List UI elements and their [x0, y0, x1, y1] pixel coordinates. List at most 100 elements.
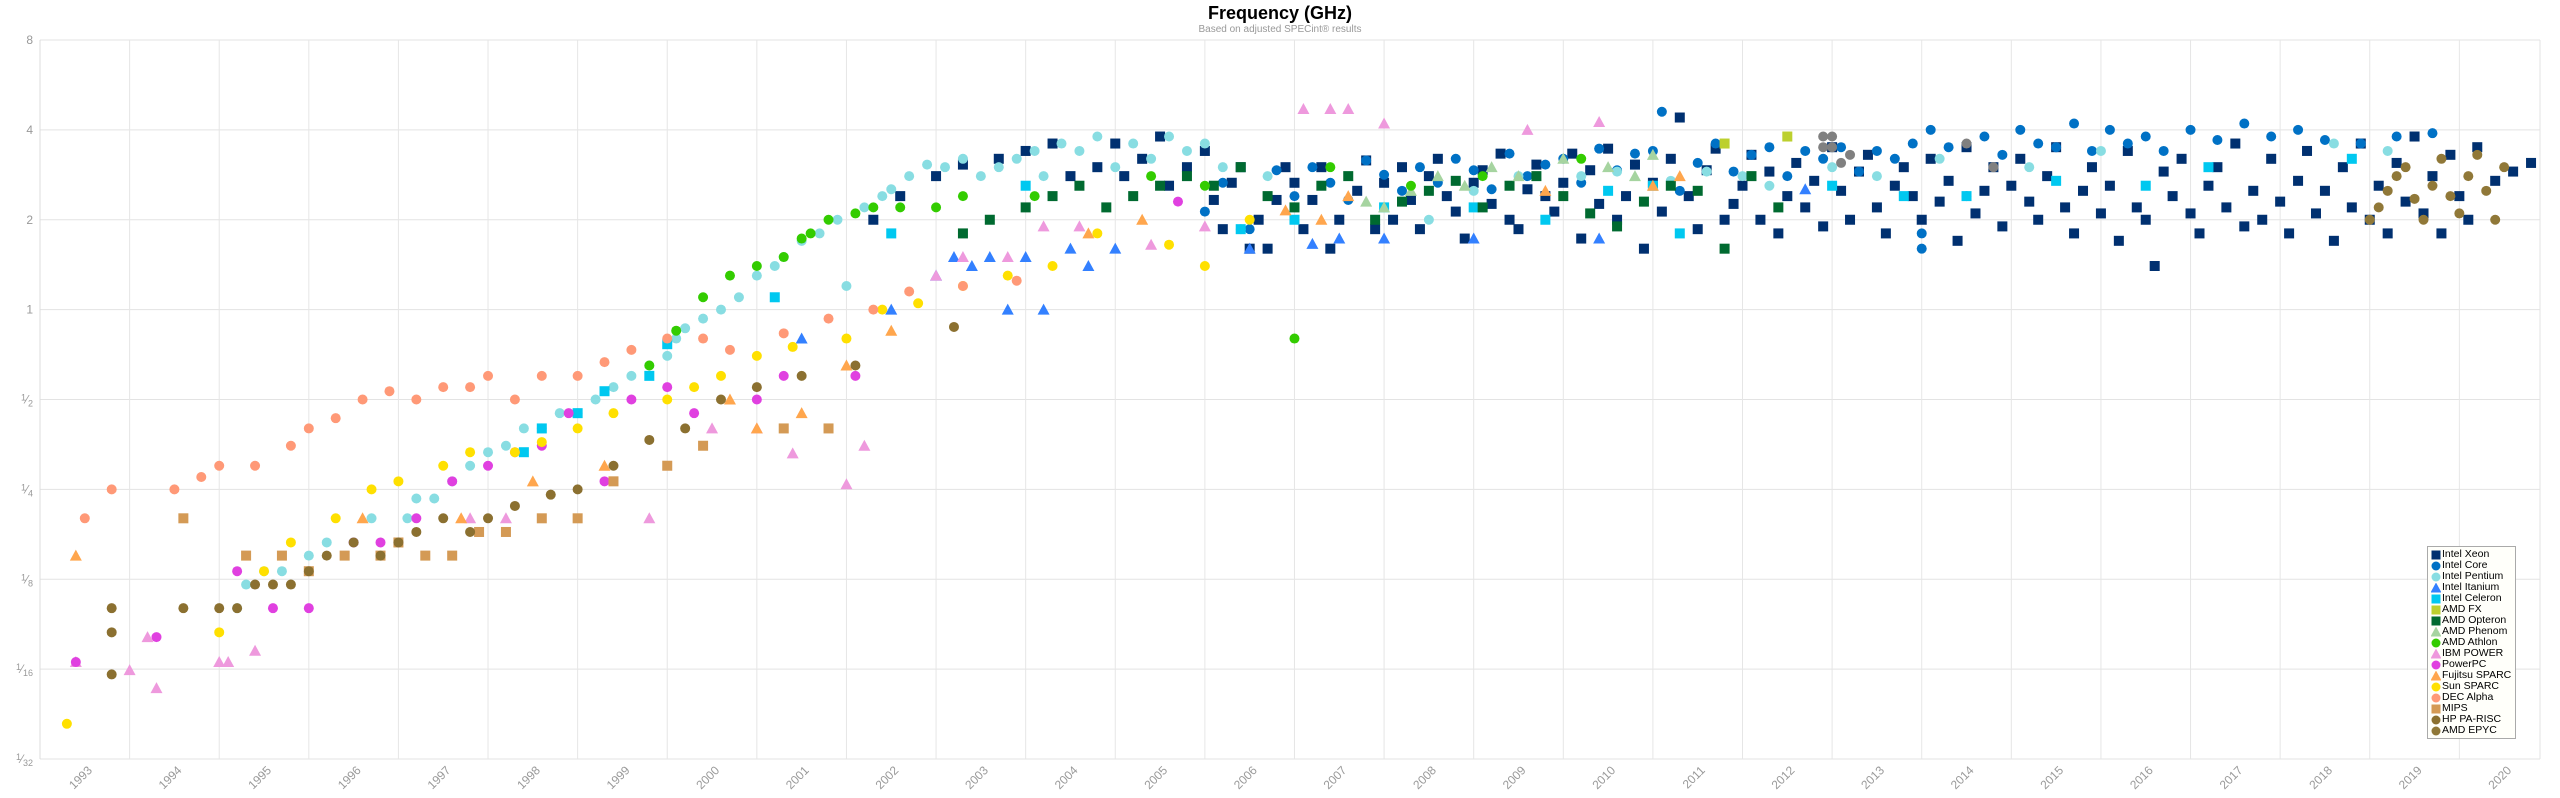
y-tick-numerator: 1 [21, 393, 26, 403]
data-point [1459, 233, 1470, 244]
data-point [1208, 180, 1219, 191]
data-point [662, 339, 673, 350]
data-point [733, 292, 744, 303]
data-point [796, 370, 807, 381]
data-point [1477, 171, 1488, 182]
data-point [1262, 243, 1273, 254]
data-point [608, 382, 619, 393]
x-tick-label: 2015 [2037, 763, 2066, 792]
legend-item: IBM POWER [2431, 648, 2515, 659]
data-point [1504, 148, 1515, 159]
x-tick-label: 2001 [783, 763, 812, 792]
data-point [1818, 131, 1829, 142]
x-tick-label: 2019 [2396, 763, 2425, 792]
data-point [1343, 171, 1354, 182]
data-point [680, 423, 691, 434]
data-point [1306, 237, 1319, 249]
legend-swatch [2431, 693, 2441, 702]
data-point [241, 550, 252, 561]
legend-swatch [2431, 626, 2441, 636]
data-point [1450, 175, 1461, 186]
data-point [1181, 145, 1192, 156]
data-point [947, 251, 960, 263]
data-point [2176, 153, 2187, 164]
data-point [1244, 214, 1255, 225]
legend-label: DEC Alpha [2442, 691, 2494, 703]
data-point [276, 550, 287, 561]
data-point [1011, 275, 1022, 286]
legend-label: Fujitsu SPARC [2442, 669, 2512, 681]
data-point [1001, 251, 1014, 263]
data-point [805, 228, 816, 239]
data-point [1916, 243, 1927, 254]
data-point [1540, 191, 1551, 202]
legend-label: MIPS [2442, 702, 2468, 714]
data-point [438, 513, 449, 524]
data-point [483, 447, 494, 458]
legend-triangle-icon [2431, 670, 2441, 680]
data-point [141, 631, 154, 643]
data-point [474, 526, 485, 537]
data-point [796, 233, 807, 244]
data-point [241, 579, 252, 590]
legend-triangle-icon [2431, 626, 2441, 636]
data-point [285, 537, 296, 548]
legend-circle-icon [2431, 561, 2441, 570]
data-point [1325, 243, 1336, 254]
data-point [2122, 138, 2133, 149]
data-point [1074, 180, 1085, 191]
data-point [1576, 233, 1587, 244]
data-point [1316, 180, 1327, 191]
data-point [975, 171, 986, 182]
legend-label: Intel Celeron [2442, 592, 2502, 604]
data-point [1674, 185, 1685, 196]
data-point [330, 413, 341, 424]
data-point [1065, 171, 1076, 182]
data-point [2418, 214, 2429, 225]
data-point [2149, 260, 2160, 271]
data-point [2051, 142, 2062, 153]
data-point [850, 208, 861, 219]
data-point [2158, 145, 2169, 156]
data-point [904, 286, 915, 297]
data-point [1137, 153, 1148, 164]
data-point [526, 475, 539, 487]
data-point [948, 321, 959, 332]
x-tick-label: 2020 [2485, 763, 2514, 792]
legend-item: MIPS [2431, 703, 2515, 714]
legend: Intel Xeon Intel Core Intel Pentium Intel I… [2427, 546, 2516, 739]
data-point [438, 460, 449, 471]
data-point [1271, 165, 1282, 176]
data-point [1540, 214, 1551, 225]
data-point [1155, 180, 1166, 191]
data-point [840, 478, 853, 490]
series-amd-opteron [957, 162, 1784, 254]
legend-swatch [2431, 550, 2441, 559]
data-point [1997, 221, 2008, 232]
data-point [1047, 138, 1058, 149]
x-tick-label: 2018 [2306, 763, 2335, 792]
data-point [2293, 124, 2304, 135]
data-point [1646, 148, 1659, 160]
data-point [1629, 159, 1640, 170]
data-point [123, 664, 136, 676]
data-point [1818, 142, 1829, 153]
data-point [1504, 214, 1515, 225]
data-point [572, 423, 583, 434]
x-tick-label: 2005 [1141, 763, 1170, 792]
data-point [2328, 235, 2339, 246]
data-point [1836, 142, 1847, 153]
data-point [1073, 220, 1086, 232]
data-point [1916, 228, 1927, 239]
data-point [1199, 138, 1210, 149]
data-point [276, 566, 287, 577]
legend-swatch [2431, 715, 2441, 724]
data-point [751, 394, 762, 405]
data-point [1092, 162, 1103, 173]
data-point [2221, 202, 2232, 213]
data-point [644, 434, 655, 445]
data-point [2051, 175, 2062, 186]
legend-item: Intel Core [2431, 560, 2515, 571]
x-tick-label: 1995 [245, 763, 274, 792]
data-point [1602, 161, 1615, 173]
